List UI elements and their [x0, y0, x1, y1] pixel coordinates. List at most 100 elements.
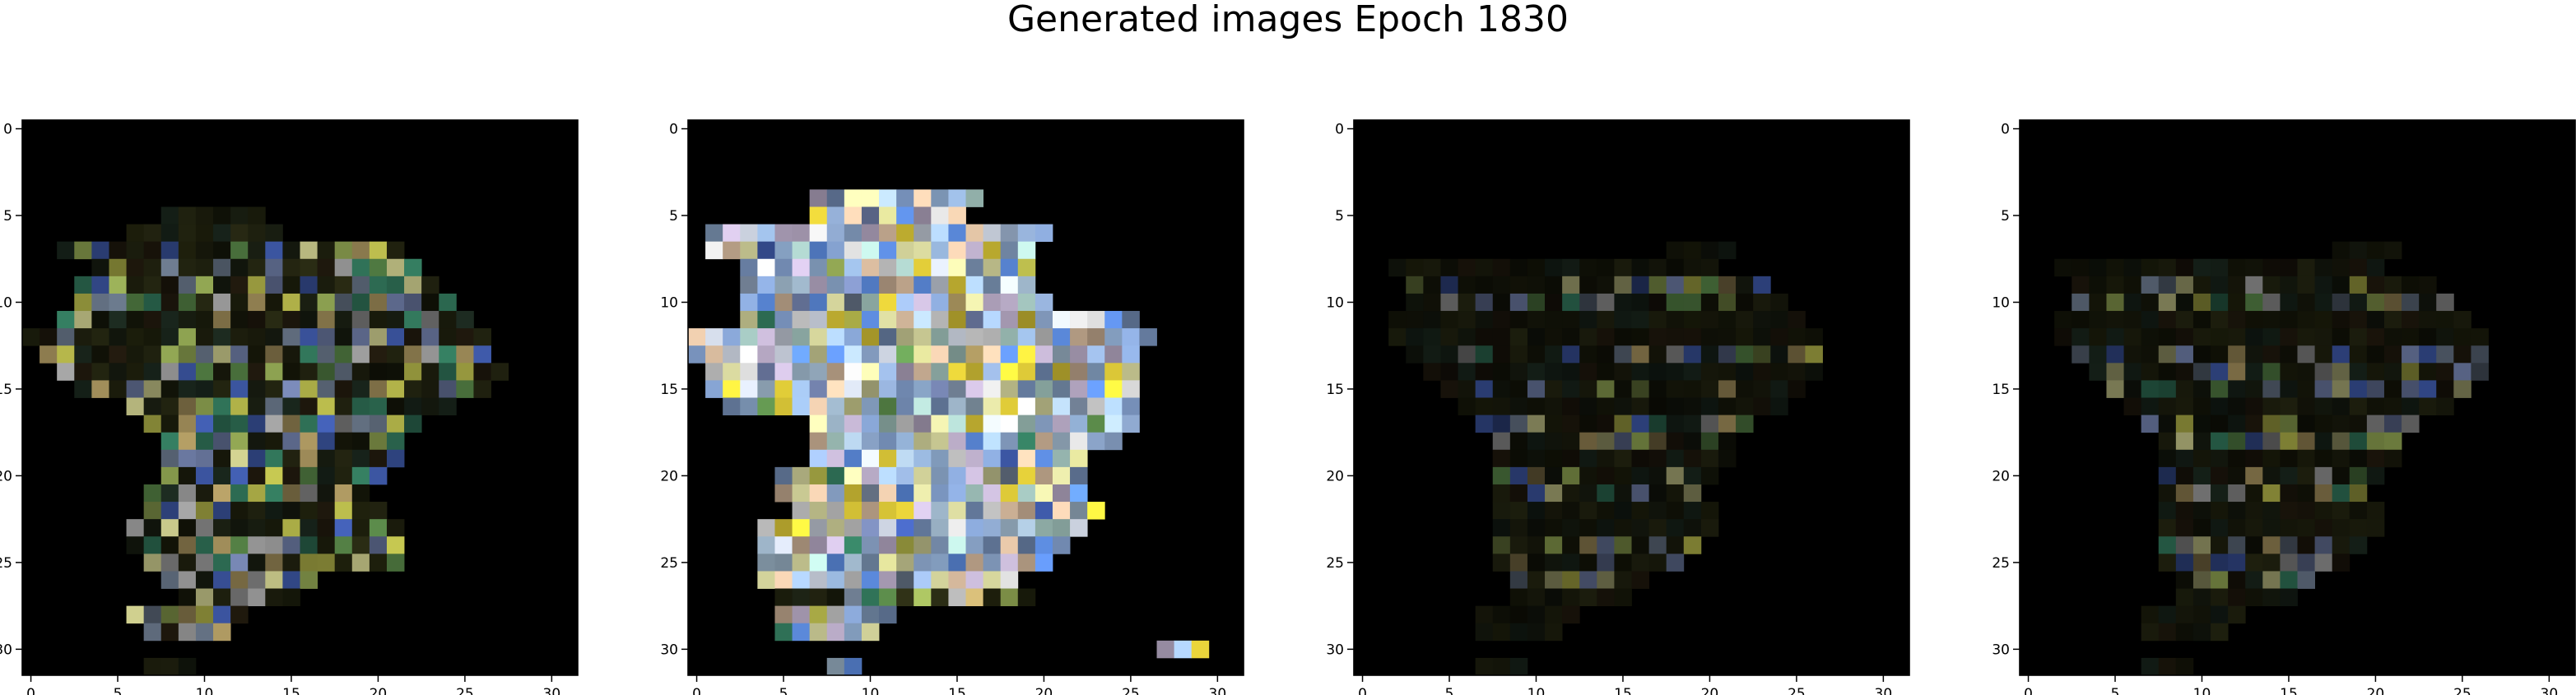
pixel-cell — [2211, 502, 2229, 520]
pixel-cell — [2106, 293, 2124, 312]
pixel-cell — [1492, 449, 1511, 468]
pixel-cell — [826, 189, 845, 207]
pixel-cell — [334, 276, 353, 294]
pixel-cell — [1631, 536, 1649, 554]
pixel-cell — [369, 519, 388, 537]
pixel-cell — [317, 554, 336, 572]
pixel-cell — [1700, 380, 1719, 398]
pixel-cell — [2228, 605, 2246, 624]
pixel-cell — [844, 536, 863, 554]
pixel-cell — [282, 519, 300, 537]
pixel-cell — [213, 380, 231, 398]
pixel-cell — [2349, 241, 2368, 260]
pixel-cell — [740, 363, 758, 381]
pixel-cell — [1718, 415, 1737, 433]
pixel-cell — [2071, 345, 2090, 364]
pixel-cell — [2245, 258, 2263, 277]
pixel-cell — [1666, 380, 1685, 398]
pixel-cell — [1770, 380, 1788, 398]
pixel-cell — [1683, 363, 1702, 381]
pixel-cell — [1597, 588, 1615, 607]
pixel-cell — [896, 484, 914, 503]
pixel-cell — [2123, 293, 2142, 312]
pixel-cell — [1631, 363, 1649, 381]
pixel-cell — [1070, 449, 1088, 468]
pixel-cell — [143, 293, 162, 312]
pixel-cell — [57, 345, 75, 364]
pixel-cell — [1000, 311, 1019, 329]
pixel-cell — [213, 363, 231, 381]
pixel-cell — [300, 241, 318, 260]
pixel-cell — [844, 605, 863, 624]
pixel-cell — [931, 241, 949, 260]
pixel-cell — [2175, 397, 2194, 415]
y-tick-label: 10 — [1992, 294, 2010, 311]
pixel-cell — [1579, 415, 1597, 433]
pixel-cell — [109, 276, 127, 294]
pixel-cell — [792, 536, 811, 554]
pixel-cell — [369, 328, 388, 346]
pixel-cell — [300, 415, 318, 433]
pixel-cell — [109, 380, 127, 398]
pixel-cell — [248, 519, 266, 537]
pixel-cell — [2192, 536, 2211, 554]
pixel-cell — [2383, 363, 2402, 381]
pixel-cell — [1736, 380, 1754, 398]
pixel-cell — [1631, 519, 1649, 537]
pixel-cell — [826, 519, 845, 537]
pixel-cell — [1545, 293, 1563, 312]
pixel-cell — [2262, 345, 2281, 364]
pixel-cell — [456, 328, 474, 346]
x-tick-label: 25 — [2453, 686, 2471, 695]
pixel-cell — [1545, 380, 1563, 398]
pixel-cell — [1614, 519, 1632, 537]
pixel-cell — [2402, 311, 2420, 329]
y-tick-label: 15 — [1992, 382, 2010, 398]
pixel-cell — [2245, 380, 2263, 398]
axes-frame — [687, 119, 1244, 676]
pixel-cell — [2175, 554, 2194, 572]
pixel-cell — [1788, 380, 1806, 398]
pixel-cell — [826, 397, 845, 415]
pixel-cell — [1562, 363, 1580, 381]
pixel-cell — [2192, 466, 2211, 485]
pixel-cell — [1475, 380, 1494, 398]
pixel-cell — [160, 449, 179, 468]
pixel-cell — [2228, 415, 2246, 433]
pixel-cell — [1122, 363, 1140, 381]
pixel-cell — [1683, 519, 1702, 537]
pixel-cell — [2262, 363, 2281, 381]
pixel-cell — [2314, 363, 2333, 381]
pixel-cell — [757, 397, 775, 415]
pixel-cell — [879, 466, 897, 485]
pixel-cell — [1070, 502, 1088, 520]
pixel-cell — [1562, 605, 1580, 624]
pixel-cell — [1492, 502, 1511, 520]
pixel-cell — [1122, 328, 1140, 346]
pixel-cell — [178, 519, 197, 537]
pixel-cell — [369, 502, 388, 520]
pixel-cell — [948, 293, 966, 312]
pixel-cell — [705, 328, 723, 346]
pixel-cell — [57, 311, 75, 329]
pixel-cell — [1579, 571, 1597, 589]
pixel-cell — [861, 258, 880, 277]
pixel-cell — [2453, 363, 2471, 381]
pixel-cell — [2245, 519, 2263, 537]
pixel-cell — [1648, 519, 1667, 537]
pixel-cell — [983, 519, 1002, 537]
pixel-cell — [2211, 258, 2229, 277]
pixel-cell — [2366, 432, 2385, 451]
pixel-cell — [1122, 311, 1140, 329]
x-tick-label: 5 — [779, 686, 788, 695]
pixel-cell — [213, 519, 231, 537]
pixel-cell — [109, 363, 127, 381]
pixel-cell — [774, 241, 793, 260]
x-tick-label: 10 — [2193, 686, 2211, 695]
pixel-cell — [2089, 293, 2107, 312]
pixel-cell — [879, 293, 897, 312]
pixel-cell — [195, 466, 214, 485]
pixel-cell — [740, 258, 758, 277]
pixel-cell — [2106, 380, 2124, 398]
pixel-cell — [2158, 328, 2177, 346]
